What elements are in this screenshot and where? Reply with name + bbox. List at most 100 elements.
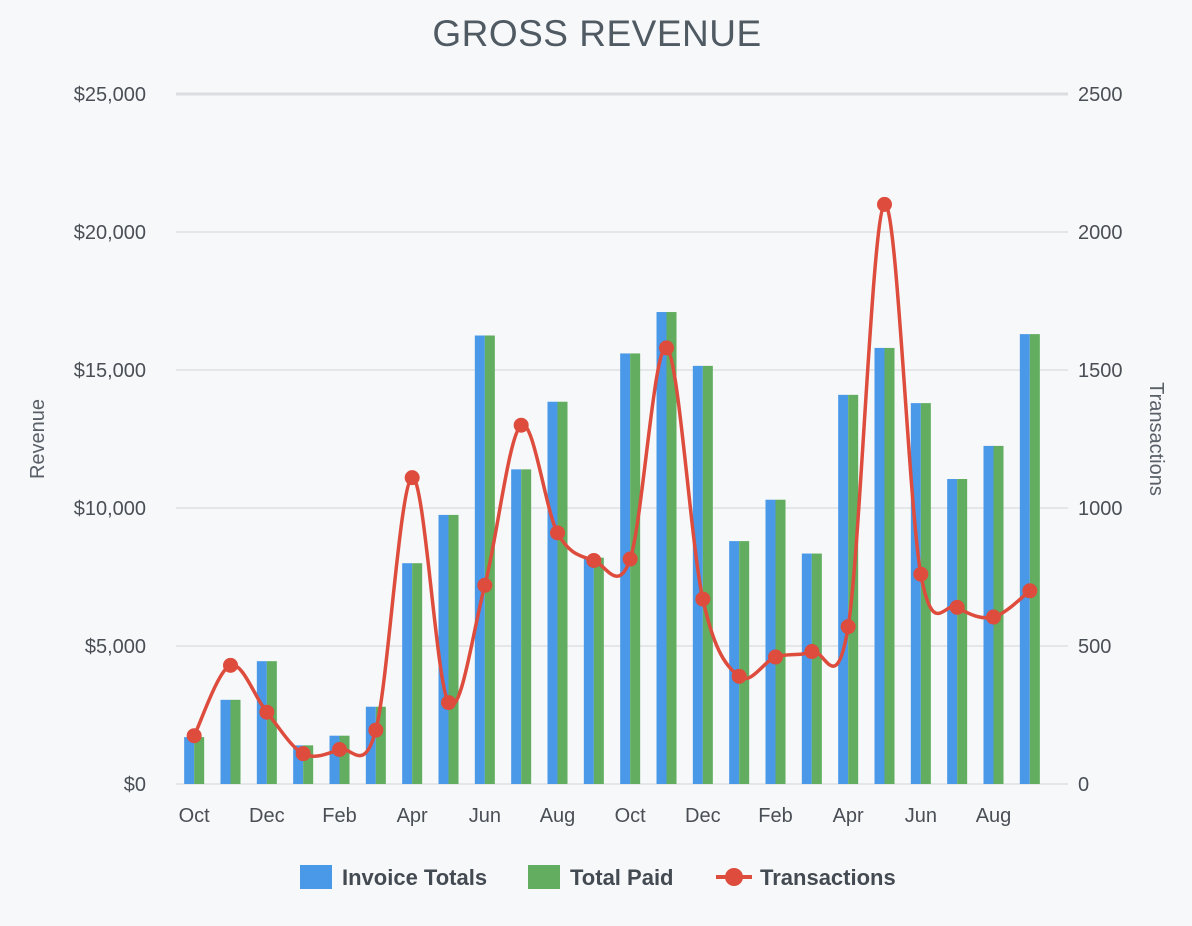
- bar-total-paid[interactable]: [266, 661, 277, 784]
- x-tick-label: Feb: [322, 805, 356, 827]
- bar-total-paid[interactable]: [593, 557, 604, 784]
- transactions-point[interactable]: [368, 722, 384, 738]
- y2-tick-label: 2000: [1078, 222, 1123, 244]
- transactions-point[interactable]: [695, 591, 711, 607]
- transactions-point[interactable]: [731, 668, 747, 684]
- legend-item-transactions[interactable]: Transactions: [716, 865, 896, 890]
- transactions-point[interactable]: [804, 644, 820, 660]
- bar-invoice-totals[interactable]: [947, 479, 958, 784]
- bar-invoice-totals[interactable]: [256, 661, 267, 784]
- transactions-point[interactable]: [259, 704, 275, 720]
- bar-total-paid[interactable]: [1029, 334, 1040, 784]
- transactions-point[interactable]: [877, 196, 892, 212]
- transactions-point[interactable]: [659, 340, 674, 356]
- bar-invoice-totals[interactable]: [1019, 334, 1030, 784]
- right-axis-title: Transactions: [1145, 382, 1167, 496]
- right-axis-ticks: 0 500 1000 1500 2000 2500: [1078, 84, 1123, 796]
- bar-invoice-totals[interactable]: [910, 403, 921, 784]
- x-tick-label: Oct: [179, 805, 211, 827]
- bar-invoice-totals[interactable]: [729, 541, 740, 784]
- legend-label-transactions: Transactions: [760, 865, 896, 890]
- bar-total-paid[interactable]: [630, 353, 641, 784]
- bar-total-paid[interactable]: [702, 365, 713, 784]
- y-tick-label: $20,000: [74, 222, 146, 244]
- x-tick-label: Feb: [758, 805, 792, 827]
- y2-tick-label: 1000: [1078, 498, 1123, 520]
- y2-tick-label: 0: [1078, 774, 1089, 796]
- bar-total-paid[interactable]: [448, 514, 459, 784]
- legend-item-total-paid[interactable]: Total Paid: [528, 865, 674, 890]
- bar-total-paid[interactable]: [303, 745, 314, 784]
- x-tick-label: Oct: [615, 805, 647, 827]
- bar-total-paid[interactable]: [339, 735, 350, 784]
- x-tick-label: Dec: [685, 805, 721, 827]
- bar-invoice-totals[interactable]: [656, 312, 667, 784]
- transactions-point[interactable]: [477, 577, 493, 593]
- bar-invoice-totals[interactable]: [329, 735, 340, 784]
- transactions-point[interactable]: [986, 609, 1001, 625]
- bar-total-paid[interactable]: [375, 706, 386, 784]
- transactions-point[interactable]: [586, 552, 602, 568]
- bar-invoice-totals[interactable]: [547, 401, 558, 784]
- x-tick-label: Aug: [976, 805, 1012, 827]
- transactions-point[interactable]: [840, 619, 856, 635]
- transactions-point[interactable]: [913, 566, 929, 582]
- transactions-point[interactable]: [513, 417, 529, 433]
- transactions-point[interactable]: [186, 728, 202, 744]
- bar-total-paid[interactable]: [739, 541, 750, 784]
- bar-invoice-totals[interactable]: [402, 563, 413, 784]
- bar-total-paid[interactable]: [412, 563, 423, 784]
- transactions-points: [186, 196, 1038, 762]
- bar-total-paid[interactable]: [521, 469, 532, 784]
- transactions-line: [192, 202, 1031, 758]
- y2-tick-label: 500: [1078, 636, 1111, 658]
- transactions-point[interactable]: [1022, 583, 1038, 599]
- bar-invoice-totals[interactable]: [583, 557, 594, 784]
- transactions-point[interactable]: [441, 695, 456, 711]
- bar-series: [184, 312, 1040, 784]
- bar-total-paid[interactable]: [775, 499, 786, 784]
- bar-total-paid[interactable]: [230, 699, 241, 784]
- bar-invoice-totals[interactable]: [474, 335, 485, 785]
- legend-item-invoice-totals[interactable]: Invoice Totals: [300, 865, 487, 890]
- bar-invoice-totals[interactable]: [801, 553, 812, 784]
- transactions-point[interactable]: [550, 525, 565, 541]
- transactions-point[interactable]: [949, 599, 965, 615]
- chart-title: GROSS REVENUE: [432, 13, 761, 54]
- bar-invoice-totals[interactable]: [838, 394, 849, 784]
- transactions-point[interactable]: [295, 746, 311, 762]
- bar-invoice-totals[interactable]: [184, 737, 195, 784]
- bar-total-paid[interactable]: [666, 312, 677, 784]
- bar-invoice-totals[interactable]: [765, 499, 776, 784]
- left-axis-title: Revenue: [27, 399, 49, 479]
- transactions-point[interactable]: [768, 649, 783, 665]
- transactions-point[interactable]: [622, 551, 638, 567]
- legend-label-total-paid: Total Paid: [570, 865, 674, 890]
- bar-invoice-totals[interactable]: [874, 347, 885, 784]
- y-tick-label: $10,000: [74, 498, 146, 520]
- transactions-point[interactable]: [332, 742, 347, 757]
- y-tick-label: $5,000: [85, 636, 146, 658]
- legend-label-invoice-totals: Invoice Totals: [342, 865, 487, 890]
- x-tick-label: Jun: [905, 805, 937, 827]
- bar-invoice-totals[interactable]: [438, 514, 449, 784]
- y-tick-label: $0: [124, 774, 146, 796]
- bar-total-paid[interactable]: [557, 401, 568, 784]
- transactions-point[interactable]: [404, 470, 420, 486]
- bar-invoice-totals[interactable]: [511, 469, 522, 784]
- transactions-point[interactable]: [223, 657, 238, 673]
- bar-total-paid[interactable]: [957, 479, 968, 784]
- x-tick-label: Aug: [540, 805, 576, 827]
- y-tick-label: $25,000: [74, 84, 146, 106]
- bar-invoice-totals[interactable]: [220, 699, 231, 784]
- x-tick-label: Apr: [397, 805, 428, 827]
- y-tick-label: $15,000: [74, 360, 146, 382]
- bar-total-paid[interactable]: [811, 553, 822, 784]
- legend-swatch-invoice-totals: [300, 865, 332, 889]
- bar-total-paid[interactable]: [194, 737, 205, 784]
- bar-total-paid[interactable]: [884, 347, 895, 784]
- y2-tick-label: 1500: [1078, 360, 1123, 382]
- x-tick-label: Jun: [469, 805, 501, 827]
- left-axis-ticks: $0 $5,000 $10,000 $15,000 $20,000 $25,000: [74, 84, 146, 796]
- bar-invoice-totals[interactable]: [293, 745, 304, 784]
